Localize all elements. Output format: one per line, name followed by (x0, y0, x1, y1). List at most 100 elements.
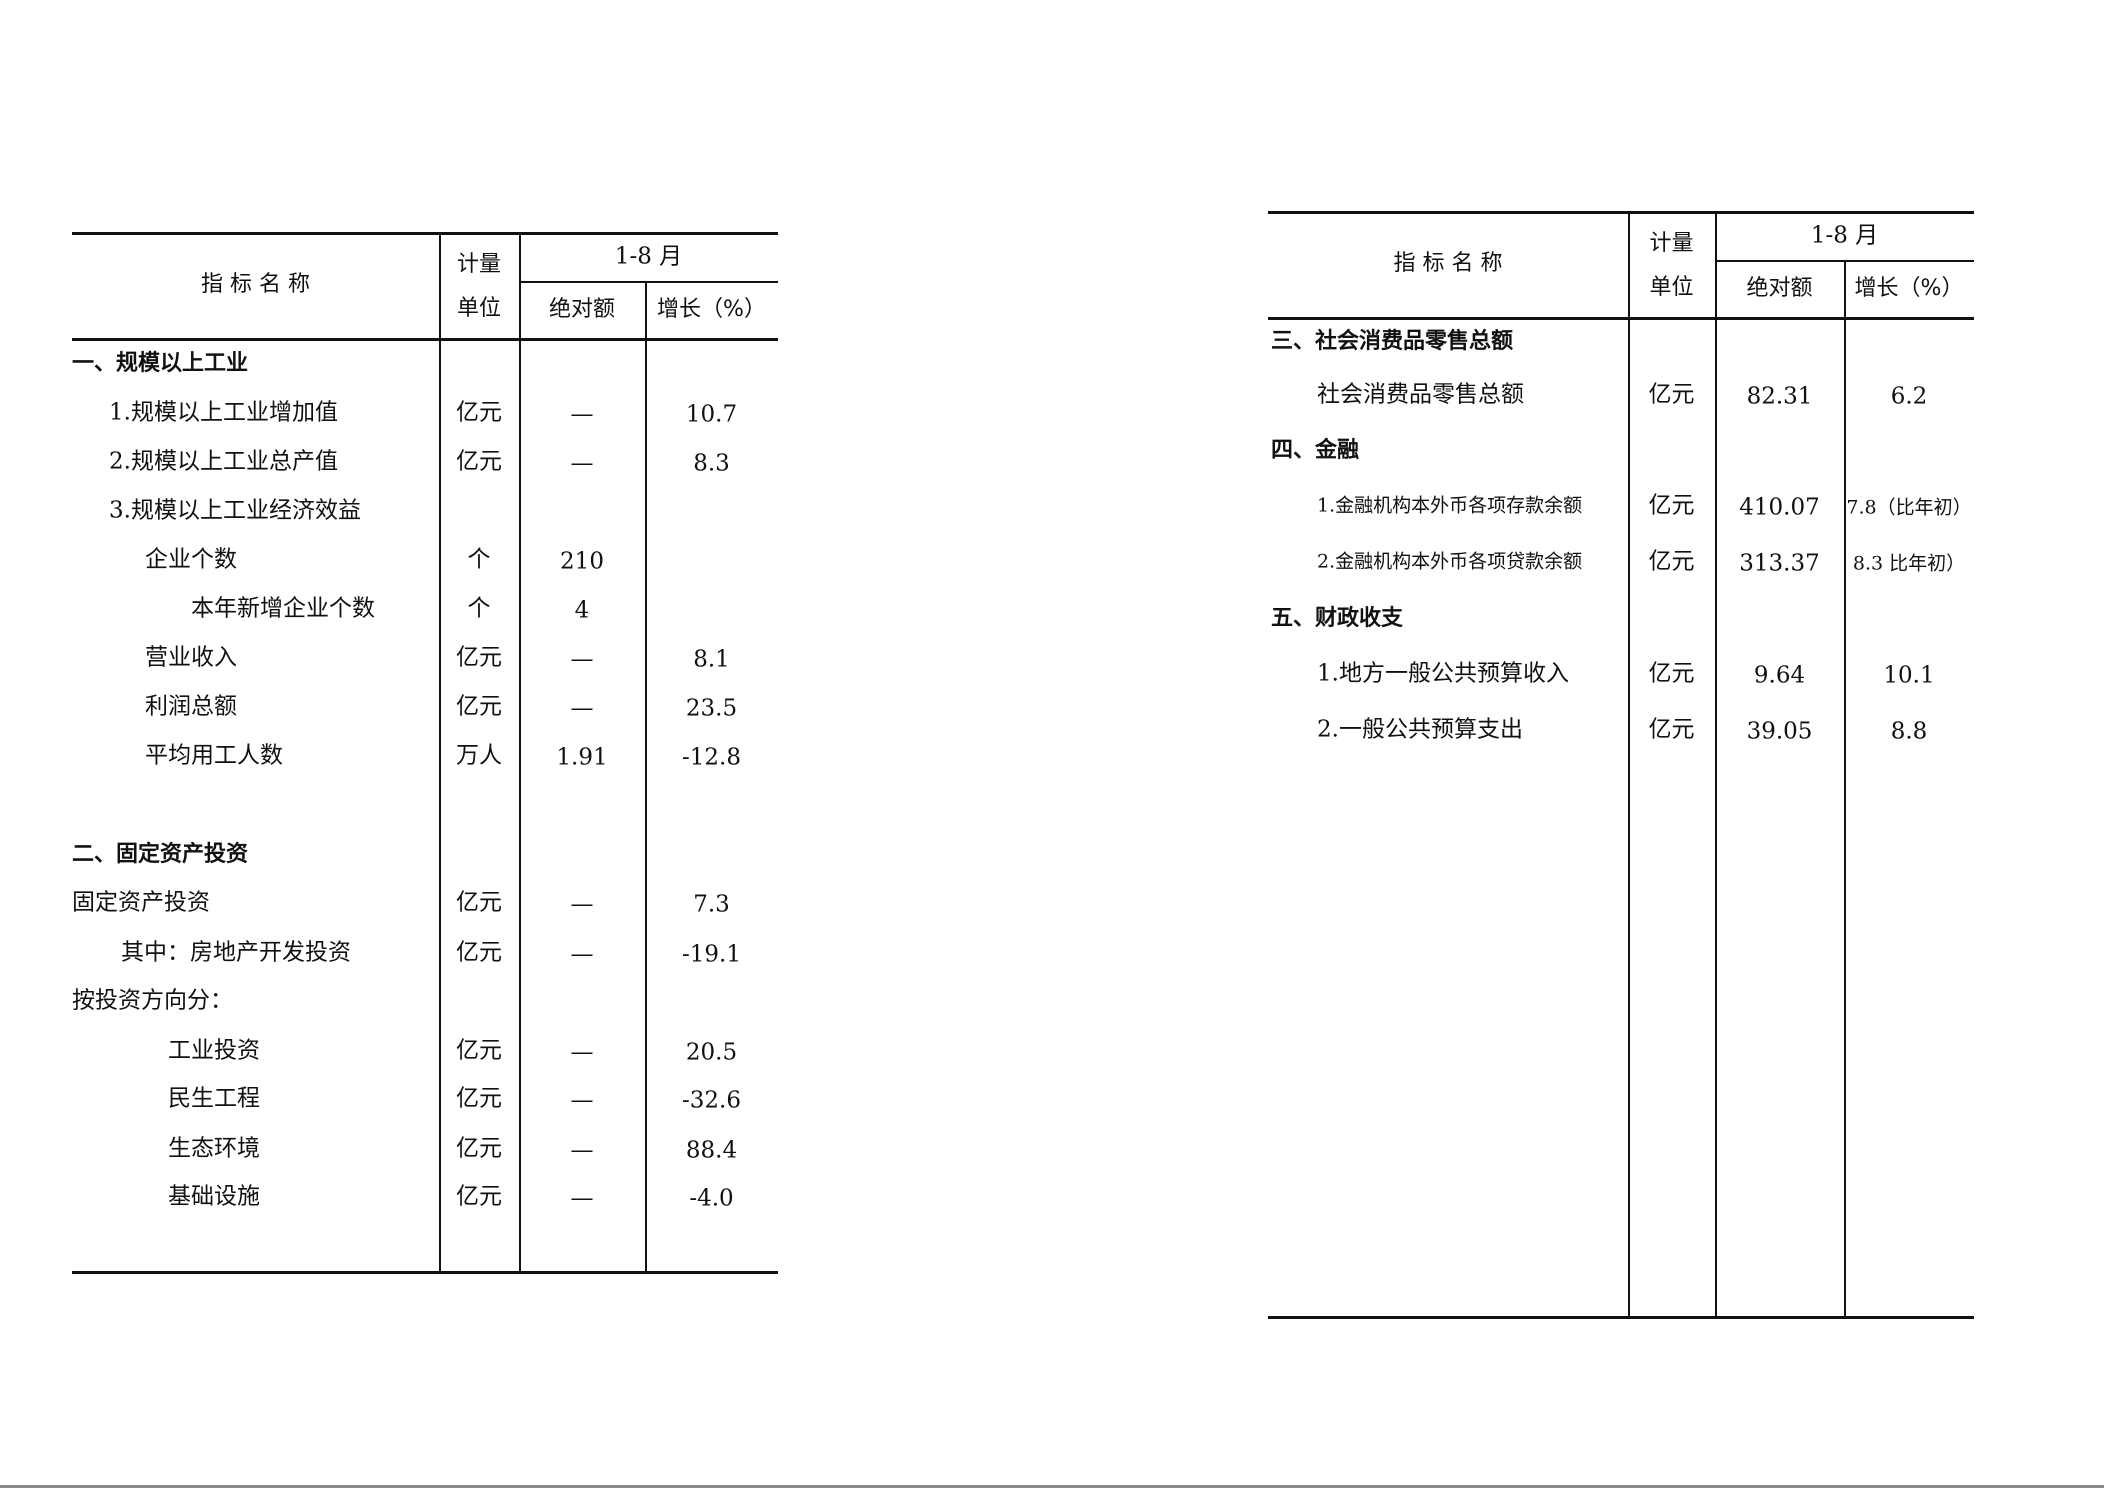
growth-cell: 8.8 (1890, 718, 1928, 745)
indicator-name: 2.金融机构本外币各项贷款余额 (1317, 550, 1583, 573)
absolute-value-cell: — (570, 1185, 594, 1212)
unit-cell: 亿元 (456, 448, 502, 475)
growth-cell: 6.2 (1890, 383, 1928, 410)
unit-cell: 个 (467, 595, 491, 622)
header-unit: 计量 (1649, 231, 1694, 256)
absolute-value-cell: — (570, 1087, 594, 1114)
growth-cell: 10.7 (685, 401, 738, 428)
growth-cell: 8.1 (693, 646, 730, 673)
right_table-col-divider (1628, 211, 1630, 1316)
header-unit: 计量 (456, 252, 502, 277)
unit-cell: 万人 (456, 742, 502, 769)
indicator-name: 3.规模以上工业经济效益 (109, 497, 361, 524)
absolute-value-cell: — (570, 646, 594, 673)
right_table-bottom-rule (1268, 1316, 1974, 1319)
right_table-top-rule (1268, 211, 1974, 214)
header-growth: 增长（%） (657, 296, 766, 322)
indicator-name: 基础设施 (168, 1183, 260, 1210)
growth-cell: 8.3 (693, 450, 730, 477)
section-heading: 三、社会消费品零售总额 (1271, 329, 1514, 354)
absolute-value-cell: 4 (574, 597, 590, 624)
absolute-value-cell: 82.31 (1746, 383, 1813, 410)
section-heading: 二、固定资产投资 (72, 842, 249, 867)
unit-cell: 亿元 (1648, 381, 1695, 408)
unit-cell: 个 (467, 546, 491, 573)
unit-cell: 亿元 (456, 644, 502, 671)
indicator-name: 按投资方向分： (72, 987, 233, 1014)
left_table-col-divider (439, 232, 441, 1271)
header-indicator-name: 指 标 名 称 (1393, 251, 1503, 276)
indicator-name: 固定资产投资 (72, 889, 210, 916)
absolute-value-cell: 410.07 (1739, 494, 1820, 521)
growth-cell: -32.6 (682, 1087, 741, 1114)
absolute-value-cell: — (570, 450, 594, 477)
header-period: 1-8 月 (614, 243, 683, 269)
indicator-name: 1.金融机构本外币各项存款余额 (1317, 494, 1583, 517)
growth-cell: -12.8 (682, 744, 741, 771)
unit-cell: 亿元 (456, 1037, 502, 1064)
section-heading: 一、规模以上工业 (72, 351, 249, 376)
absolute-value-cell: — (570, 941, 594, 968)
right_table-col-divider (1715, 211, 1717, 1316)
growth-cell: 8.3 比年初） (1852, 552, 1966, 575)
unit-cell: 亿元 (1648, 660, 1695, 687)
absolute-value-cell: 9.64 (1753, 662, 1806, 689)
page-bottom-edge (0, 1485, 2104, 1488)
absolute-value-cell: 210 (560, 548, 604, 575)
indicator-name: 工业投资 (168, 1037, 260, 1064)
growth-cell: 88.4 (685, 1137, 738, 1164)
right_table-col-divider (1844, 260, 1846, 1316)
absolute-value-cell: — (570, 1137, 594, 1164)
header-absolute: 绝对额 (548, 296, 616, 322)
section-heading: 四、金融 (1271, 438, 1360, 463)
unit-cell: 亿元 (456, 1135, 502, 1162)
indicator-name: 本年新增企业个数 (191, 595, 375, 622)
unit-cell: 亿元 (1648, 548, 1695, 575)
growth-cell: 7.3 (693, 891, 730, 918)
header-unit: 单位 (456, 296, 502, 321)
absolute-value-cell: — (570, 891, 594, 918)
indicator-name: 营业收入 (145, 644, 237, 671)
header-unit: 单位 (1649, 275, 1694, 300)
indicator-name: 其中：房地产开发投资 (121, 939, 351, 966)
indicator-name: 民生工程 (168, 1085, 260, 1112)
growth-cell: 20.5 (685, 1039, 738, 1066)
absolute-value-cell: — (570, 401, 594, 428)
header-absolute: 绝对额 (1746, 275, 1813, 301)
growth-cell: -4.0 (689, 1185, 734, 1212)
absolute-value-cell: 1.91 (556, 744, 608, 771)
absolute-value-cell: 313.37 (1739, 550, 1820, 577)
unit-cell: 亿元 (456, 889, 502, 916)
unit-cell: 亿元 (456, 939, 502, 966)
section-heading: 五、财政收支 (1271, 606, 1404, 631)
left_table-top-rule (72, 232, 778, 235)
indicator-name: 利润总额 (145, 693, 237, 720)
unit-cell: 亿元 (456, 693, 502, 720)
indicator-name: 1.地方一般公共预算收入 (1317, 660, 1569, 687)
header-indicator-name: 指 标 名 称 (201, 272, 310, 297)
indicator-name: 生态环境 (168, 1135, 260, 1162)
unit-cell: 亿元 (1648, 716, 1695, 743)
absolute-value-cell: 39.05 (1746, 718, 1813, 745)
unit-cell: 亿元 (1648, 492, 1695, 519)
indicator-name: 2.一般公共预算支出 (1317, 716, 1523, 743)
header-growth: 增长（%） (1854, 275, 1964, 301)
growth-cell: 10.1 (1883, 662, 1935, 689)
left_table-col-divider (645, 281, 647, 1271)
indicator-name: 社会消费品零售总额 (1317, 381, 1524, 408)
left_table-bottom-rule (72, 1271, 778, 1274)
indicator-name: 1.规模以上工业增加值 (109, 399, 338, 426)
growth-cell: 7.8（比年初） (1846, 496, 1972, 519)
growth-cell: 23.5 (685, 695, 738, 722)
indicator-name: 2.规模以上工业总产值 (109, 448, 338, 475)
unit-cell: 亿元 (456, 1183, 502, 1210)
left_table-subheader-rule (519, 281, 778, 283)
growth-cell: -19.1 (682, 941, 741, 968)
unit-cell: 亿元 (456, 1085, 502, 1112)
absolute-value-cell: — (570, 1039, 594, 1066)
indicator-name: 企业个数 (145, 546, 237, 573)
left_table-col-divider (519, 232, 521, 1271)
left_table-header-rule (72, 338, 778, 341)
header-period: 1-8 月 (1810, 222, 1879, 248)
right_table-header-rule (1268, 317, 1974, 320)
